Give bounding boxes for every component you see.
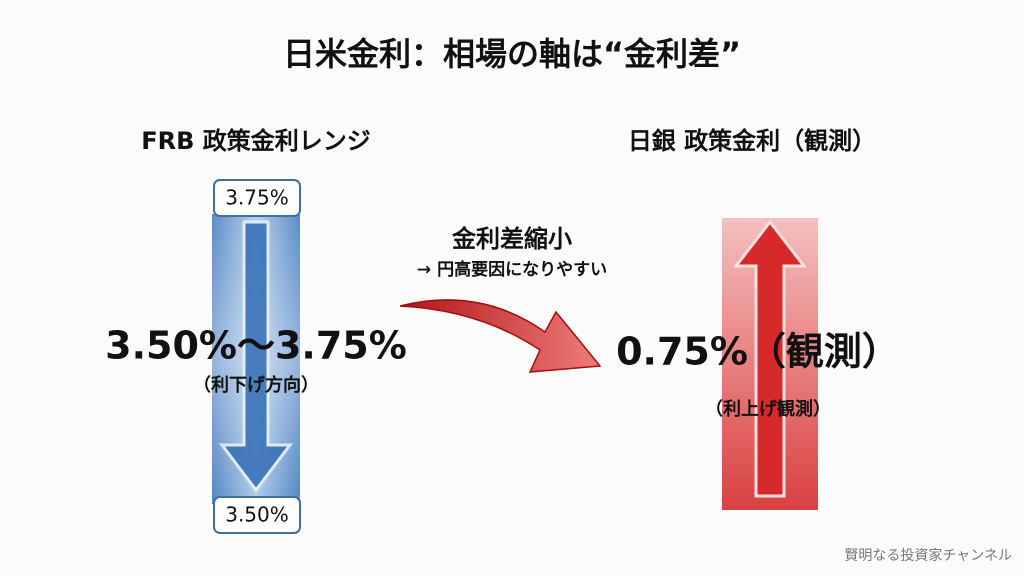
bottom-label: 3.50% — [225, 503, 289, 527]
left-sub: （利下げ方向） — [193, 374, 319, 396]
right-heading: 日銀 政策金利（観測） — [628, 127, 876, 155]
title: 日米金利：相場の軸は“金利差” — [283, 35, 741, 73]
middle-sub: → 円高要因になりやすい — [417, 259, 607, 280]
up-arrow — [732, 219, 808, 498]
middle-heading: 金利差縮小 — [451, 225, 572, 253]
right-sub: （利上げ観測） — [705, 398, 831, 420]
left-heading: FRB 政策金利レンジ — [141, 127, 371, 155]
right-main: 0.75%（観測） — [616, 330, 900, 374]
curved-arrow — [399, 299, 602, 373]
bottom-box — [213, 496, 301, 534]
footer: 賢明なる投資家チャンネル — [844, 547, 1012, 564]
top-box — [213, 179, 301, 217]
left-main: 3.50%〜3.75% — [105, 324, 407, 368]
top-label: 3.75% — [225, 186, 289, 210]
down-arrow — [218, 220, 294, 493]
